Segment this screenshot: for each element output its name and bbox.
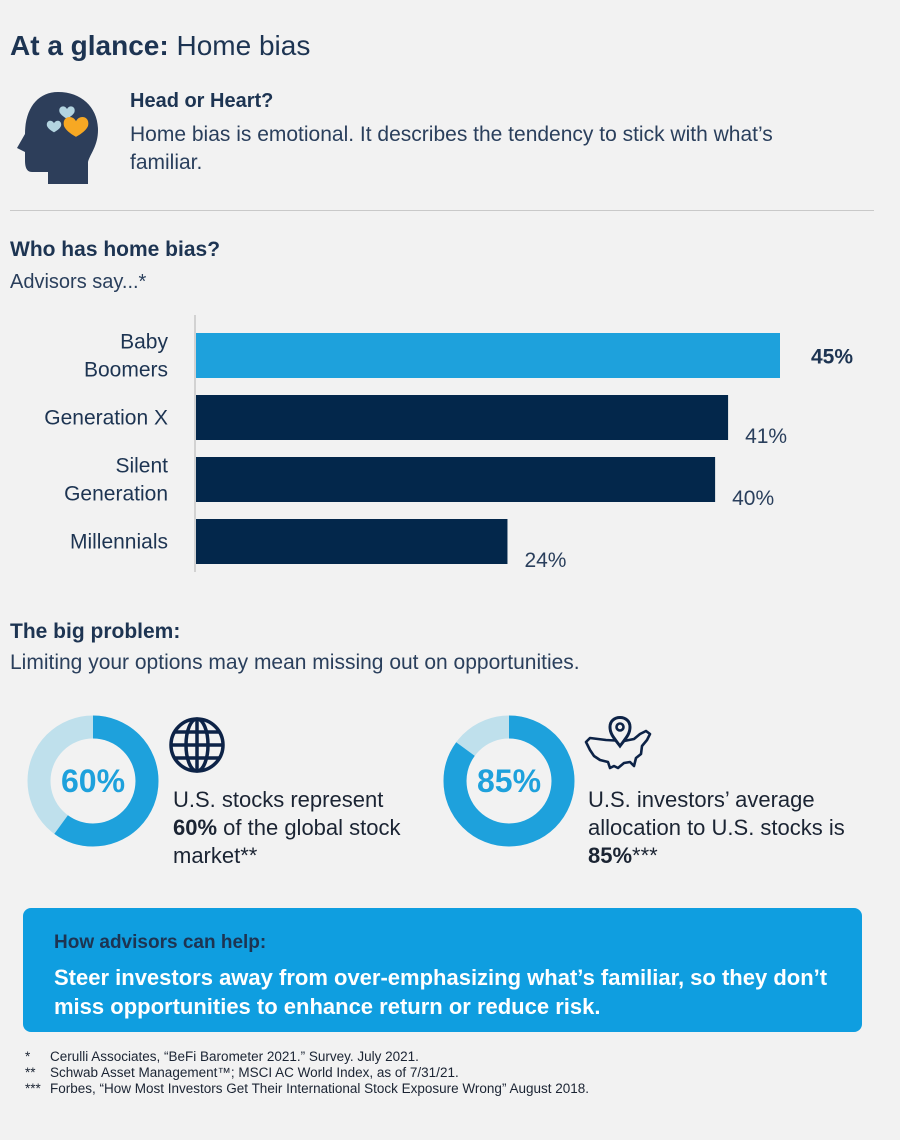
- stat-text-bold: 85%: [588, 843, 633, 868]
- footnote-text: Forbes, “How Most Investors Get Their In…: [50, 1081, 590, 1096]
- footnote-row: * Cerulli Associates, “BeFi Barometer 202…: [25, 1049, 589, 1065]
- donut-chart-us-share: 60%: [27, 715, 159, 847]
- globe-icon: [169, 717, 225, 773]
- problem-heading: The big problem:: [10, 620, 181, 643]
- footnote-mark: **: [25, 1065, 36, 1080]
- donut-fill: [443, 715, 575, 847]
- donut-percent-label: 85%: [477, 763, 541, 799]
- section-divider: [10, 210, 874, 211]
- chart-category-label: Generation X: [44, 407, 168, 430]
- stat-text-bold: 60%: [173, 815, 218, 840]
- stat-text-before: U.S. investors’ average allocation to U.…: [588, 787, 845, 840]
- page-title-bold: At a glance:: [10, 30, 169, 61]
- head-hearts-icon: [17, 92, 98, 184]
- footnote-mark: *: [25, 1049, 31, 1064]
- chart-value-label: 45%: [811, 346, 853, 369]
- stat-text-after: of the global stock market**: [173, 815, 401, 868]
- chart-value-label: 40%: [732, 487, 774, 510]
- stat-us-share-text: U.S. stocks represent 60% of the global s…: [173, 786, 433, 870]
- stat-text-before: U.S. stocks represent: [173, 787, 384, 812]
- chart-bar: [196, 457, 716, 502]
- chart-category-label: Baby Boomers: [84, 331, 169, 382]
- footnote-row: *** Forbes, “How Most Investors Get Their…: [25, 1081, 589, 1097]
- footnotes: * Cerulli Associates, “BeFi Barometer 202…: [25, 1049, 589, 1097]
- chart-category-label: Silent Generation: [64, 455, 168, 506]
- us-map-pin-icon: [584, 716, 652, 770]
- page-title: At a glance: Home bias: [10, 30, 310, 62]
- footnote-text: Schwab Asset Management™; MSCI AC World …: [50, 1065, 459, 1080]
- chart-bar: [196, 395, 729, 440]
- page-title-rest: Home bias: [176, 30, 311, 61]
- bias-subheading: Advisors say...*: [10, 271, 147, 293]
- advisor-help-callout: How advisors can help: Steer investors a…: [23, 908, 862, 1032]
- donut-percent-label: 60%: [61, 763, 125, 799]
- stat-us-allocation-text: U.S. investors’ average allocation to U.…: [588, 786, 888, 870]
- help-heading: How advisors can help:: [54, 932, 267, 953]
- footnote-row: ** Schwab Asset Management™; MSCI AC Worl…: [25, 1065, 589, 1081]
- chart-value-label: 41%: [745, 425, 787, 448]
- footnote-text: Cerulli Associates, “BeFi Barometer 2021…: [50, 1049, 419, 1064]
- intro-text: Home bias is emotional. It describes the…: [130, 123, 773, 174]
- chart-value-label: 24%: [524, 549, 566, 572]
- donut-fill: [27, 715, 159, 847]
- help-text: Steer investors away from over-emphasizi…: [54, 965, 828, 1019]
- chart-category-label: Millennials: [70, 531, 168, 554]
- problem-subheading: Limiting your options may mean missing o…: [10, 651, 580, 674]
- donut-chart-us-allocation: 85%: [443, 715, 575, 847]
- chart-bar: [196, 333, 780, 378]
- home-bias-bar-chart: Baby Boomers 45% Generation X 41% Silent Gener…: [44, 315, 853, 572]
- footnote-mark: ***: [25, 1081, 41, 1096]
- stat-text-after: ***: [632, 843, 658, 868]
- intro-heading: Head or Heart?: [130, 90, 274, 112]
- chart-bar: [196, 519, 508, 564]
- bias-heading: Who has home bias?: [10, 238, 221, 261]
